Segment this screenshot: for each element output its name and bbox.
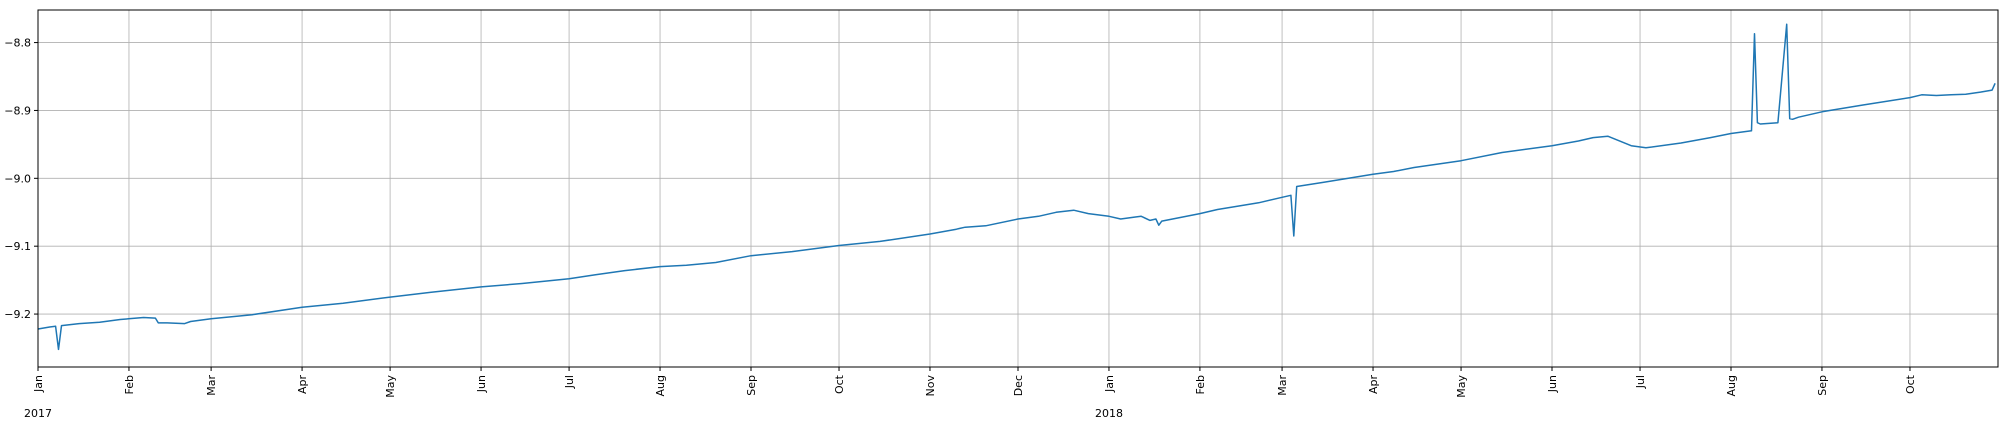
x-tick-label: Jan — [1103, 375, 1116, 393]
x-tick-label: Sep — [745, 375, 758, 396]
x-tick-label: Jun — [475, 375, 488, 393]
x-tick-label: Nov — [924, 375, 937, 397]
x-year-label: 2018 — [1095, 407, 1123, 420]
tick-label-layer: −8.8 −8.9 −9.0 −9.1 −9.2 Jan Feb Mar Apr May Jun Ju… — [4, 37, 1917, 420]
x-tick-label: Aug — [654, 375, 667, 396]
x-tick-label: Feb — [123, 375, 136, 394]
x-tick-label: Oct — [833, 374, 846, 394]
grid-layer — [37, 10, 1998, 367]
x-tick-label: May — [384, 375, 397, 398]
axes-layer — [34, 9, 1999, 371]
x-year-label: 2017 — [24, 407, 52, 420]
x-tick-label: Dec — [1012, 375, 1025, 396]
y-tick-label: −8.9 — [4, 104, 31, 117]
x-tick-label: Mar — [1276, 375, 1289, 396]
y-tick-label: −8.8 — [4, 37, 31, 50]
series-line-0 — [37, 23, 1996, 351]
x-tick-label: Jul — [563, 375, 576, 389]
y-tick-label: −9.2 — [4, 308, 31, 321]
y-tick-label: −9.0 — [4, 172, 31, 185]
plot-frame — [37, 9, 1999, 368]
x-tick-label: Sep — [1816, 375, 1829, 396]
series-layer — [37, 23, 1996, 351]
x-tick-label: May — [1455, 375, 1468, 398]
x-tick-label: Jan — [32, 375, 45, 393]
x-tick-label: Apr — [1367, 375, 1380, 395]
x-tick-label: Jun — [1546, 375, 1559, 393]
x-tick-label: Jul — [1634, 375, 1647, 389]
x-tick-label: Apr — [296, 375, 309, 395]
x-tick-label: Mar — [205, 375, 218, 396]
y-tick-label: −9.1 — [4, 240, 31, 253]
x-tick-label: Aug — [1725, 375, 1738, 396]
x-tick-label: Oct — [1904, 374, 1917, 394]
x-tick-label: Feb — [1194, 375, 1207, 394]
